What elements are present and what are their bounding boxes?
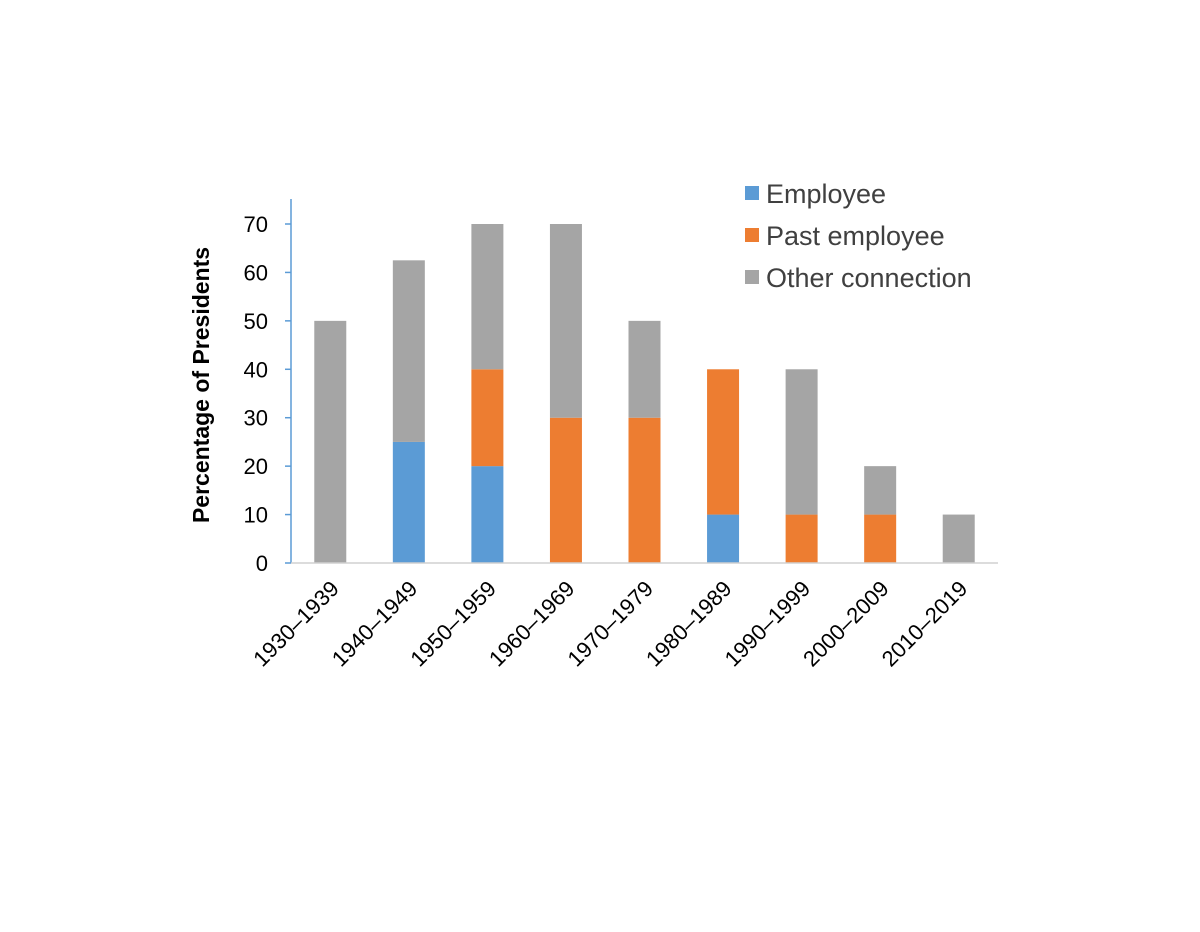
legend-label-other-connection: Other connection (766, 263, 972, 293)
bar-segment-employee (392, 441, 425, 563)
x-category-label: 2010–2019 (877, 576, 973, 672)
bar-segment-other-connection (549, 224, 582, 418)
bar-segment-other-connection (628, 320, 661, 418)
y-axis: 0 10 20 30 40 50 60 70 (244, 199, 292, 576)
bar-segment-past-employee (628, 417, 661, 563)
y-tick-label: 60 (244, 260, 268, 285)
bar-segment-other-connection (785, 369, 818, 515)
y-tick-label: 10 (244, 503, 268, 528)
bar-segment-employee (707, 514, 740, 563)
legend-swatch-employee (745, 186, 759, 200)
y-tick-label: 20 (244, 454, 268, 479)
bar-segment-past-employee (471, 369, 504, 467)
bar-segment-past-employee (549, 417, 582, 563)
y-tick-label: 70 (244, 212, 268, 237)
bar-segment-other-connection (392, 260, 425, 442)
y-tick-label: 40 (244, 357, 268, 382)
legend-swatch-past-employee (745, 228, 759, 242)
legend-label-employee: Employee (766, 179, 886, 209)
x-axis: 1930–19391940–19491950–19591960–19691970… (248, 562, 998, 672)
y-tick-label: 0 (256, 551, 268, 576)
bars (314, 224, 975, 563)
legend: Employee Past employee Other connection (745, 179, 972, 293)
y-tick-label: 30 (244, 406, 268, 431)
bar-segment-other-connection (471, 224, 504, 370)
legend-swatch-other-connection (745, 270, 759, 284)
bar-segment-other-connection (314, 320, 347, 563)
bar-segment-other-connection (864, 466, 897, 515)
legend-label-past-employee: Past employee (766, 221, 945, 251)
y-tick-label: 50 (244, 309, 268, 334)
bar-segment-other-connection (942, 514, 975, 563)
y-axis-title: Percentage of Presidents (188, 247, 214, 523)
bar-segment-past-employee (707, 369, 740, 515)
bar-segment-past-employee (785, 514, 818, 563)
bar-segment-past-employee (864, 514, 897, 563)
bar-segment-employee (471, 466, 504, 563)
